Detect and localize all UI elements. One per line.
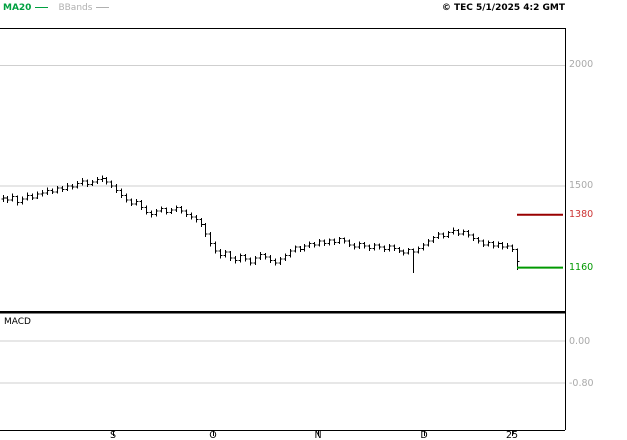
macd-axis-label-zero: 0.00 — [569, 336, 591, 347]
bbands-legend-line — [96, 7, 110, 8]
x-tick-label-december: D — [420, 430, 428, 440]
price-axis-label-1500: 1500 — [569, 180, 594, 191]
macd-axis-label-neg080: -0.80 — [569, 378, 594, 389]
ma20-legend-label: MA20 — [3, 3, 32, 13]
price-axis-label-2000: 2000 — [569, 59, 594, 70]
price-level-label-1380: 1380 — [569, 209, 594, 220]
macd-panel-label: MACD — [4, 317, 31, 327]
price-level-label-1160: 1160 — [569, 262, 594, 273]
bbands-legend-label: BBands — [58, 3, 93, 13]
x-tick-label-september: S — [109, 430, 117, 440]
ma20-legend-line — [35, 7, 49, 8]
x-tick-label-2025: 25 — [505, 430, 519, 440]
x-tick-label-october: O — [209, 430, 217, 440]
copyright-text: © TEC 5/1/2025 4:2 GMT — [441, 3, 565, 13]
chart-legend: MA20 BBands — [3, 3, 110, 14]
x-tick-label-november: N — [314, 430, 322, 440]
